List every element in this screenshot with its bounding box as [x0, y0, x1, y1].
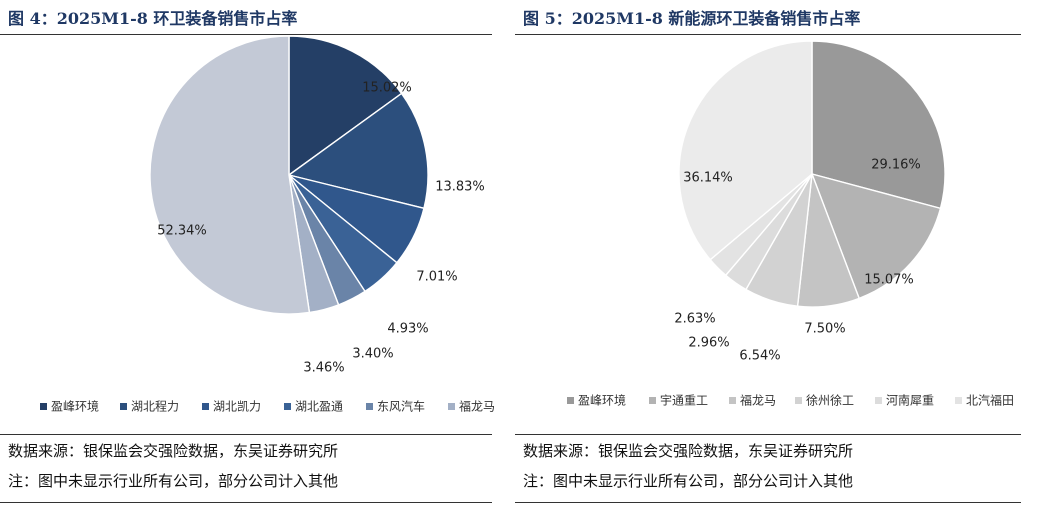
bottom-divider [515, 502, 1021, 503]
data-label: 36.14% [683, 171, 733, 186]
pie-chart-market-share: 15.02% 13.83% 7.01% 4.93% 3.40% 3.46% 52.34% 盈峰… [40, 35, 495, 414]
data-label: 52.34% [157, 224, 207, 239]
legend-swatch [795, 397, 802, 404]
legend-swatch [729, 397, 736, 404]
data-source-note: 数据来源：银保监会交强险数据，东吴证券研究所 [523, 442, 854, 460]
legend-label: 湖北凯力 [213, 399, 261, 414]
legend-swatch [567, 397, 574, 404]
legend-swatch [120, 403, 127, 410]
legend-item: 湖北凯力 [202, 399, 261, 414]
chart-panel-left: 图 4：2025M1-8 环卫装备销售市占率 15.02% 13.83% 7.01%… [0, 0, 495, 508]
data-label: 15.07% [864, 273, 914, 288]
pie-slice [287, 92, 429, 210]
data-labels: 15.02% 13.83% 7.01% 4.93% 3.40% 3.46% 52.34% [157, 81, 485, 376]
legend-label: 湖北盈通 [295, 399, 343, 414]
source-divider [0, 434, 492, 435]
legend-label: 北汽福田 [966, 393, 1014, 408]
legend-label: 河南犀重 [886, 393, 934, 408]
legend-item: 北汽福田 [955, 393, 1014, 408]
pie-slice [810, 172, 942, 300]
legend-swatch [649, 397, 656, 404]
title-divider [515, 34, 1021, 35]
footnote: 注：图中未显示行业所有公司，部分公司计入其他 [523, 472, 854, 490]
legend-swatch [40, 403, 47, 410]
data-label: 3.46% [303, 361, 344, 376]
legend: 盈峰环境 宇通重工 福龙马 徐州徐工 河南犀重 北汽福田 [567, 393, 1014, 408]
legend-label: 东风汽车 [377, 399, 425, 414]
legend-item: 东风汽车 [366, 399, 425, 414]
bottom-divider [0, 502, 492, 503]
legend-item: 徐州徐工 [795, 393, 854, 408]
pie-chart-nev-market-share: 29.16% 15.07% 7.50% 6.54% 2.96% 2.63% 36.14% 盈峰… [567, 40, 1014, 408]
legend-item: 河南犀重 [875, 393, 934, 408]
legend-label: 福龙马 [459, 399, 495, 414]
legend-label: 宇通重工 [660, 394, 708, 408]
data-label: 4.93% [387, 322, 428, 337]
data-label: 7.01% [416, 270, 457, 285]
data-label: 2.96% [688, 336, 729, 351]
data-source-note: 数据来源：银保监会交强险数据，东吴证券研究所 [8, 442, 339, 460]
legend-label: 湖北程力 [131, 399, 179, 414]
data-label: 29.16% [871, 158, 921, 173]
legend-swatch [366, 403, 373, 410]
legend-swatch [202, 403, 209, 410]
chart-title: 图 5：2025M1-8 新能源环卫装备销售市占率 [523, 9, 861, 28]
pie-slices [678, 40, 946, 308]
legend-item: 福龙马 [448, 399, 495, 414]
legend-swatch [875, 397, 882, 404]
legend-swatch [284, 403, 291, 410]
data-label: 3.40% [352, 347, 393, 362]
legend-item: 盈峰环境 [40, 399, 99, 414]
pie-slice [288, 35, 403, 177]
pie-slice [811, 40, 946, 210]
pie-slice [678, 40, 813, 261]
source-divider [515, 434, 1021, 435]
data-label: 13.83% [435, 180, 485, 195]
footnote: 注：图中未显示行业所有公司，部分公司计入其他 [8, 472, 339, 490]
legend-item: 湖北盈通 [284, 399, 343, 414]
legend-label: 徐州徐工 [806, 393, 854, 408]
legend-swatch [448, 403, 455, 410]
legend-item: 宇通重工 [649, 394, 708, 408]
legend-swatch [955, 397, 962, 404]
legend-label: 福龙马 [740, 393, 776, 408]
data-labels: 29.16% 15.07% 7.50% 6.54% 2.96% 2.63% 36.14% [674, 158, 920, 364]
legend-item: 盈峰环境 [567, 393, 626, 408]
data-label: 7.50% [804, 322, 845, 337]
title-divider [0, 34, 492, 35]
pie-slices [149, 35, 429, 315]
legend: 盈峰环境 湖北程力 湖北凯力 湖北盈通 东风汽车 福龙马 [40, 399, 495, 414]
legend-label: 盈峰环境 [51, 399, 99, 414]
data-label: 6.54% [739, 349, 780, 364]
pie-slice [149, 35, 311, 315]
legend-item: 福龙马 [729, 393, 776, 408]
data-label: 15.02% [362, 81, 412, 96]
legend-label: 盈峰环境 [578, 393, 626, 408]
chart-panel-right: 图 5：2025M1-8 新能源环卫装备销售市占率 29.16% 15.07% 7.… [515, 0, 1021, 508]
data-label: 2.63% [674, 312, 715, 327]
chart-title: 图 4：2025M1-8 环卫装备销售市占率 [8, 9, 298, 28]
legend-item: 湖北程力 [120, 399, 179, 414]
